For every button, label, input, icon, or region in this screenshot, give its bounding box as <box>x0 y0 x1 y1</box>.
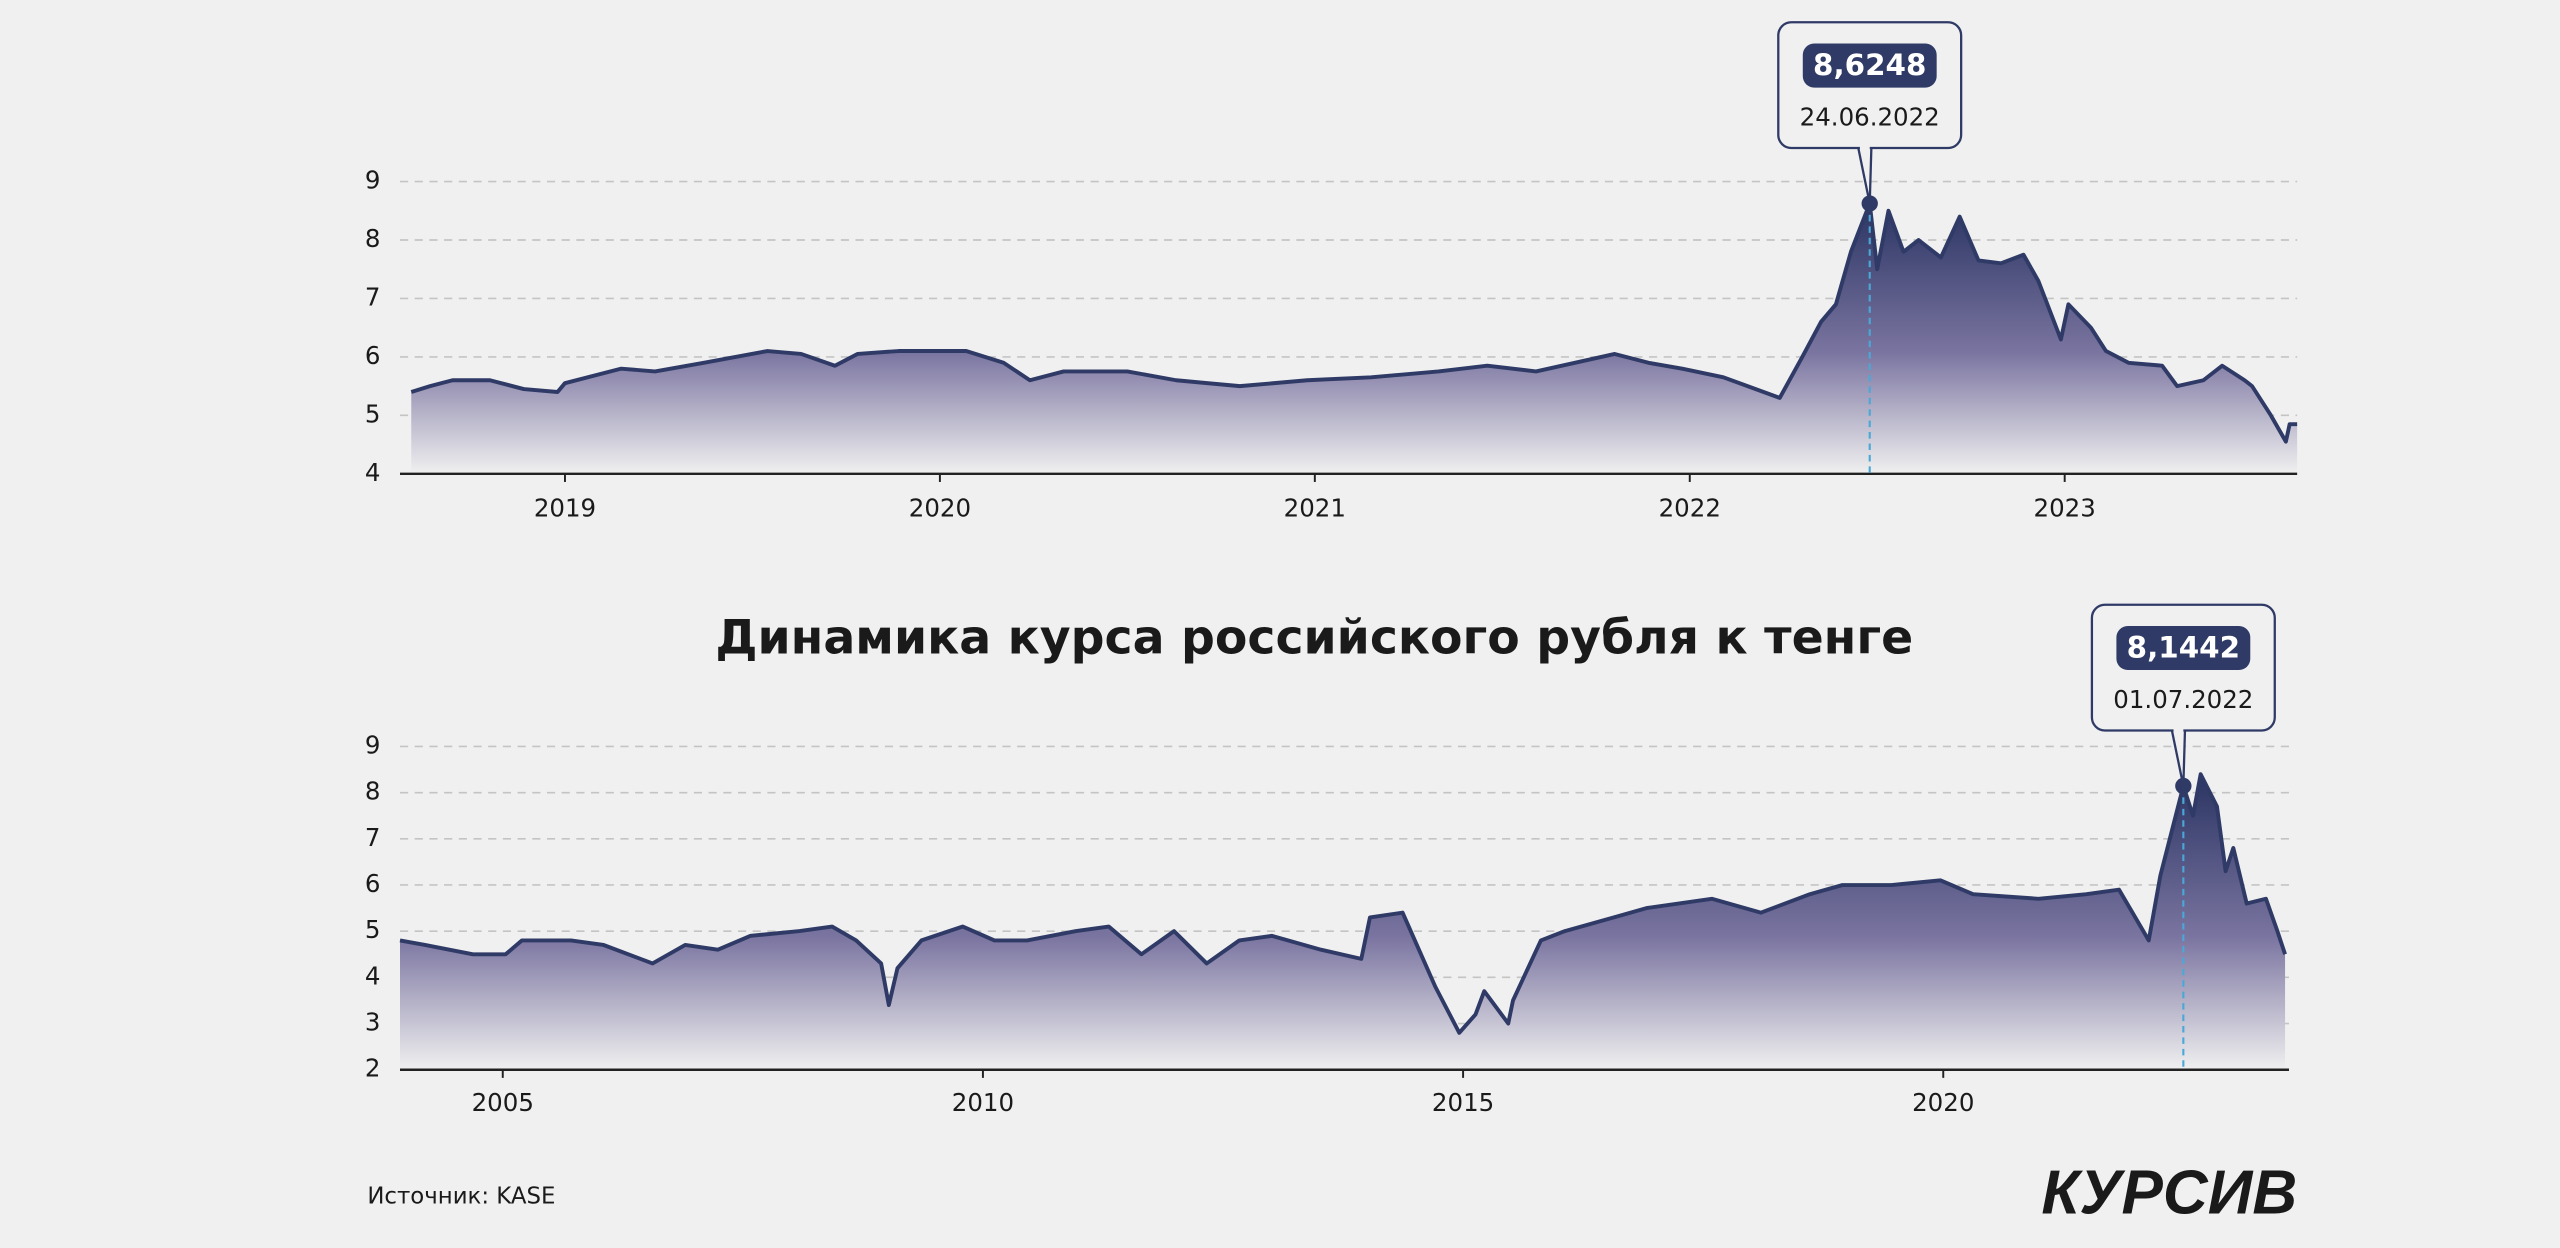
y-tick-label: 8 <box>365 777 381 806</box>
y-tick-label: 4 <box>365 458 381 487</box>
x-tick-label: 2020 <box>909 494 971 523</box>
x-tick-label: 2023 <box>2034 494 2096 523</box>
x-tick-label: 2021 <box>1284 494 1346 523</box>
y-tick-label: 7 <box>365 823 381 852</box>
page-title: Динамика курса российского рубля к тенге <box>715 610 1913 665</box>
x-tick-label: 2005 <box>472 1088 534 1117</box>
x-tick-label: 2015 <box>1432 1088 1494 1117</box>
y-tick-label: 5 <box>365 399 381 428</box>
source: Источник: KASE <box>367 1184 555 1210</box>
callout-date: 01.07.2022 <box>2113 685 2253 714</box>
x-tick-label: 2010 <box>952 1088 1014 1117</box>
peak-point <box>1861 195 1878 212</box>
y-tick-label: 3 <box>365 1008 381 1037</box>
line <box>399 772 2287 1035</box>
callout-pill <box>1802 43 1937 88</box>
callout-value: 8,6248 <box>1813 48 1926 82</box>
logo: КУРСИВ <box>2041 1158 2297 1227</box>
callout-date: 24.06.2022 <box>1800 103 1940 132</box>
y-tick-label: 4 <box>365 961 381 990</box>
y-tick-label: 6 <box>365 341 381 370</box>
callout-value: 8,1442 <box>2127 630 2240 664</box>
line <box>410 201 2298 444</box>
y-tick-label: 2 <box>365 1054 381 1083</box>
callout-pill <box>2116 625 2251 671</box>
y-tick-label: 8 <box>365 224 381 253</box>
peak-point <box>2175 777 2192 795</box>
x-tick-label: 2022 <box>1659 494 1721 523</box>
x-tick-label: 2020 <box>1912 1088 1974 1117</box>
y-tick-label: 9 <box>365 730 381 759</box>
y-tick-label: 5 <box>365 915 381 944</box>
y-tick-label: 7 <box>365 282 381 311</box>
x-tick-label: 2019 <box>534 494 596 523</box>
area <box>400 774 2286 1070</box>
area <box>411 203 2298 474</box>
y-tick-label: 6 <box>365 869 381 898</box>
y-tick-label: 9 <box>365 166 381 195</box>
